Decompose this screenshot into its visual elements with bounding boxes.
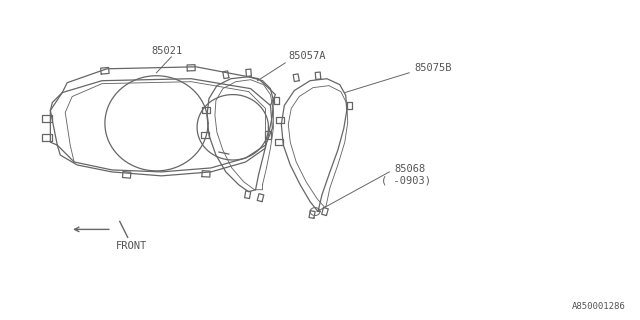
Text: 85068: 85068 xyxy=(394,164,426,174)
Text: ( -0903): ( -0903) xyxy=(381,176,431,186)
Text: A850001286: A850001286 xyxy=(572,302,625,311)
Text: FRONT: FRONT xyxy=(116,241,147,251)
Text: 85057A: 85057A xyxy=(288,51,326,61)
Text: 85021: 85021 xyxy=(152,46,183,56)
Text: 85075B: 85075B xyxy=(414,63,452,73)
